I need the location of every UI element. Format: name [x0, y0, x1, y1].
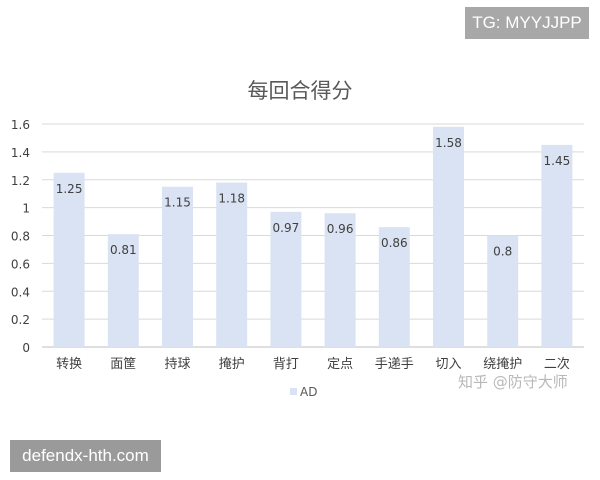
bar-1 [53, 172, 85, 347]
y-tick-label: 0.4 [11, 285, 30, 299]
x-tick-label: 二次 [544, 356, 570, 372]
bar-9 [487, 235, 519, 347]
bar-10 [541, 144, 573, 347]
y-tick-label: 1.6 [11, 118, 30, 132]
bar-2 [107, 234, 139, 347]
x-tick-label: 转换 [56, 357, 82, 372]
x-tick-label: 掩护 [219, 357, 245, 372]
bar-3 [162, 186, 193, 347]
y-tick-label: 1.2 [11, 174, 30, 188]
data-label: 0.86 [381, 236, 408, 250]
data-label: 1.58 [435, 136, 462, 150]
data-label: 0.97 [273, 221, 300, 235]
x-tick-label: 定点 [327, 357, 353, 372]
bar-8 [433, 126, 464, 347]
telegram-watermark: TG: MYYJJPP [465, 7, 589, 39]
y-tick-label: 0.2 [11, 313, 30, 327]
data-label: 0.8 [493, 245, 512, 259]
bar-6 [324, 213, 356, 347]
legend-swatch [290, 388, 297, 395]
legend: AD [290, 385, 317, 399]
bar-5 [270, 211, 302, 347]
legend-label: AD [300, 385, 317, 399]
data-label: 1.18 [218, 192, 245, 206]
data-label: 1.45 [544, 154, 571, 168]
data-label: 1.15 [164, 196, 191, 210]
bar-4 [216, 182, 248, 347]
x-tick-label: 背打 [273, 357, 299, 372]
chart-title: 每回合得分 [248, 79, 353, 103]
x-tick-label: 绕掩护 [483, 357, 522, 372]
y-tick-label: 1 [22, 202, 30, 216]
zhihu-watermark: 知乎 @防守大师 [458, 373, 568, 391]
y-tick-label: 1.4 [11, 146, 30, 160]
bar-7 [378, 227, 410, 347]
x-tick-label: 手递手 [375, 357, 414, 372]
y-tick-label: 0 [22, 341, 30, 355]
site-watermark: defendx-hth.com [10, 440, 161, 472]
data-label: 0.96 [327, 222, 354, 236]
x-tick-label: 面筐 [110, 356, 136, 372]
y-axis-labels: 0 0.2 0.4 0.6 0.8 1 1.2 1.4 1.6 [11, 118, 30, 355]
data-label: 0.81 [110, 243, 137, 257]
data-label: 1.25 [56, 182, 83, 196]
x-axis-labels: 转换 面筐 持球 掩护 背打 定点 手递手 切入 绕掩护 二次 [56, 356, 570, 372]
x-tick-label: 持球 [164, 357, 190, 372]
x-tick-label: 切入 [435, 357, 461, 372]
bars: 1.25 0.81 1.15 1.18 0.97 0.96 0.86 1.58 0.8 1.45 [53, 126, 573, 347]
y-tick-label: 0.8 [11, 230, 30, 244]
y-tick-label: 0.6 [11, 257, 30, 271]
